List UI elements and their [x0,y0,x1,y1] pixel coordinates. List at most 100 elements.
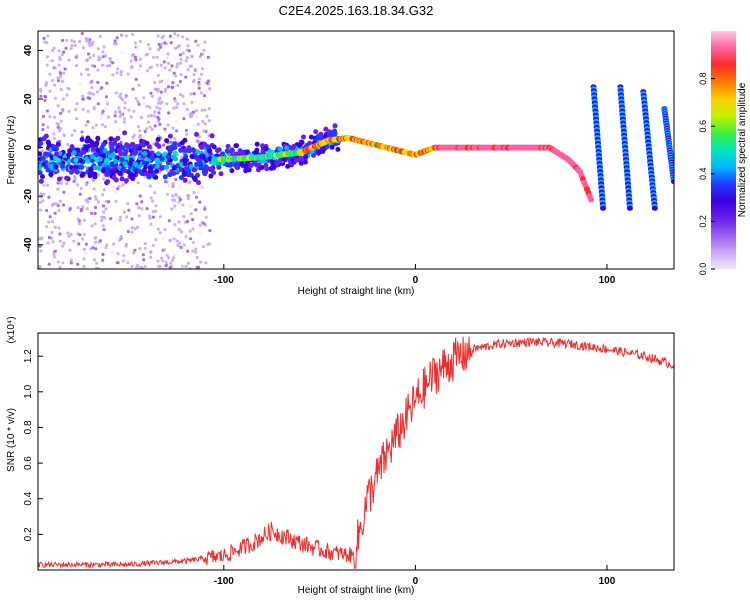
noise-mark [198,55,202,59]
noise-mark [115,261,119,265]
noise-mark [120,33,124,37]
noise-mark [82,232,86,236]
band-mark [317,149,323,155]
noise-mark [61,261,65,265]
noise-mark [57,49,61,53]
band-mark [216,164,222,170]
noise-mark [131,87,135,91]
noise-mark [47,262,51,266]
noise-mark [105,243,109,247]
band-mark [244,149,250,155]
band-mark [331,130,337,136]
noise-mark [138,64,142,68]
spectrogram-ytick-label: 0 [23,144,34,150]
band-mark [94,140,100,146]
noise-mark [156,73,160,77]
band-mark [79,173,85,178]
noise-mark [196,265,200,269]
noise-mark [167,219,171,223]
band-mark [335,146,341,152]
noise-mark [93,212,97,215]
noise-mark [89,81,93,85]
band-mark [211,170,217,176]
noise-mark [179,53,182,57]
band-mark [301,134,306,140]
band-mark [164,164,170,170]
noise-mark [114,191,117,194]
noise-mark [63,67,67,71]
noise-mark [158,96,162,100]
noise-mark [147,120,150,124]
noise-mark [184,235,188,239]
noise-mark [175,105,179,109]
noise-mark [53,211,57,215]
band-mark [260,143,266,149]
band-mark [179,140,185,146]
noise-mark [48,59,51,63]
noise-mark [207,242,211,246]
band-mark [38,151,43,157]
noise-mark [90,224,94,228]
noise-mark [153,81,157,85]
noise-mark [189,115,193,119]
band-mark [156,143,162,149]
noise-mark [200,67,204,71]
band-mark [323,126,329,132]
noise-mark [158,122,162,126]
band-mark [164,138,170,144]
noise-mark [43,94,47,98]
noise-mark [172,237,176,241]
noise-mark [153,124,157,128]
noise-mark [207,119,211,123]
noise-mark [93,258,96,262]
noise-mark [137,206,141,210]
noise-mark [70,44,74,48]
band-mark [244,160,250,166]
noise-mark [186,220,190,223]
noise-mark [102,204,105,208]
noise-mark [173,137,177,140]
noise-mark [182,102,186,106]
noise-mark [181,51,185,55]
noise-mark [173,253,177,257]
band-mark [155,137,161,142]
noise-mark [115,36,119,40]
noise-mark [90,86,94,90]
band-mark [124,178,129,184]
noise-mark [136,225,139,229]
noise-mark [203,122,207,126]
noise-mark [151,215,155,219]
band-mark [297,142,302,148]
noise-mark [149,114,153,117]
noise-mark [48,72,52,76]
noise-mark [165,56,169,60]
noise-mark [133,41,137,45]
noise-mark [114,91,118,95]
colorbar-ticks: 0.0 0.2 0.4 0.6 0.8 [698,72,715,275]
noise-mark [86,120,90,124]
noise-mark [104,106,108,110]
noise-mark [52,202,56,206]
noise-mark [106,102,110,106]
noise-mark [192,123,196,127]
noise-mark [154,209,158,213]
colorbar-tick-label: 0.0 [698,263,708,276]
noise-mark [41,128,45,131]
band-mark [131,146,137,152]
noise-mark [143,246,147,250]
noise-mark [69,261,73,265]
noise-mark [162,143,166,147]
band-mark [85,135,91,141]
noise-mark [59,88,63,92]
band-mark [170,154,176,160]
noise-mark [105,81,109,85]
band-mark [196,180,201,186]
noise-mark [161,259,165,263]
noise-mark [130,230,134,234]
noise-mark [117,184,121,188]
noise-mark [165,253,169,257]
band-mark [189,154,195,160]
noise-mark [188,229,192,233]
noise-mark [164,264,168,268]
